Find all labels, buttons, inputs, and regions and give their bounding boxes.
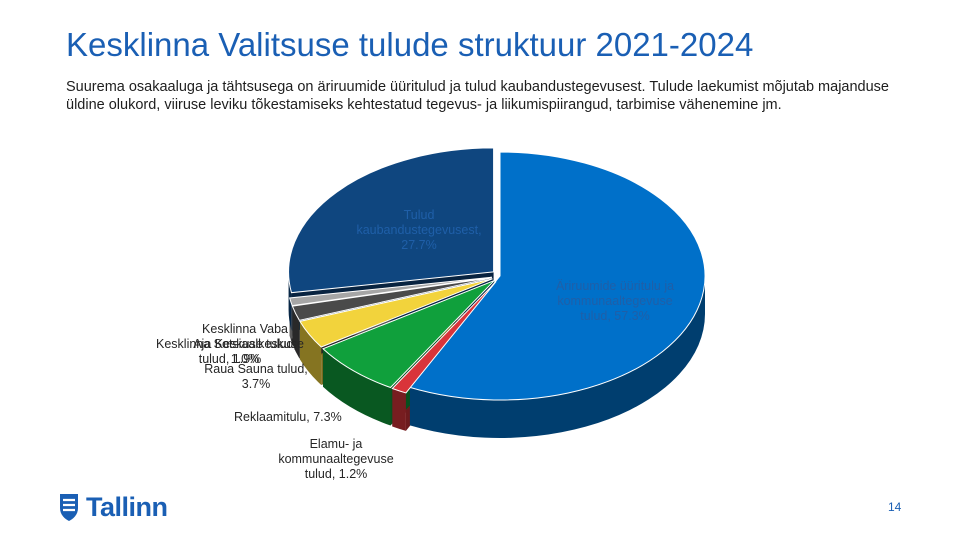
slice-label-ariruumid: Äriruumide üüritulu ja kommunaaltegevuse…: [555, 279, 675, 323]
slice-side-wall: [299, 321, 322, 386]
pie-slice-1: [391, 281, 497, 394]
pie-top-faces: [288, 147, 706, 401]
slice-label-reklaamitulu: Reklaamitulu, 7.3%: [234, 410, 342, 424]
pie-slice-3: [299, 278, 493, 348]
pie-slice-5: [289, 276, 492, 307]
slice-label-raua-sauna: Raua Sauna tulud, 3.7%: [204, 362, 308, 391]
pie-slice-4: [291, 277, 493, 321]
pie-slice-0: [409, 151, 706, 401]
pie-slice-2: [322, 280, 495, 389]
slide-subtitle: Suurema osakaaluga ja tähtsusega on ärir…: [66, 79, 889, 113]
slice-label-sotsiaalkeskus: Kesklinna Sotsiaalkeskuse tulud, 1.9%: [156, 337, 304, 366]
slice-label-kaubandus: Tulud kaubandustegevusest, 27.7%: [356, 208, 482, 252]
pie-slice-6: [288, 147, 495, 294]
slice-side-wall: [409, 276, 705, 438]
slide-title: Kesklinna Valitsuse tulude struktuur 202…: [66, 26, 754, 63]
logo-text: Tallinn: [86, 491, 168, 522]
slice-side-wall: [392, 388, 406, 431]
page-number: 14: [888, 500, 902, 514]
slice-label-elamu: Elamu- ja kommunaaltegevuse tulud, 1.2%: [278, 437, 394, 481]
slice-side-wall: [322, 348, 391, 426]
slice-label-vaba-aja-keskus: Kesklinna Vaba Aja Keskuse tulud, 1.0%: [193, 322, 297, 366]
tallinn-logo: Tallinn: [58, 490, 168, 524]
tallinn-crest-icon: [60, 494, 78, 521]
slice-side-wall: [292, 306, 300, 359]
slice-side-wall: [288, 271, 292, 331]
